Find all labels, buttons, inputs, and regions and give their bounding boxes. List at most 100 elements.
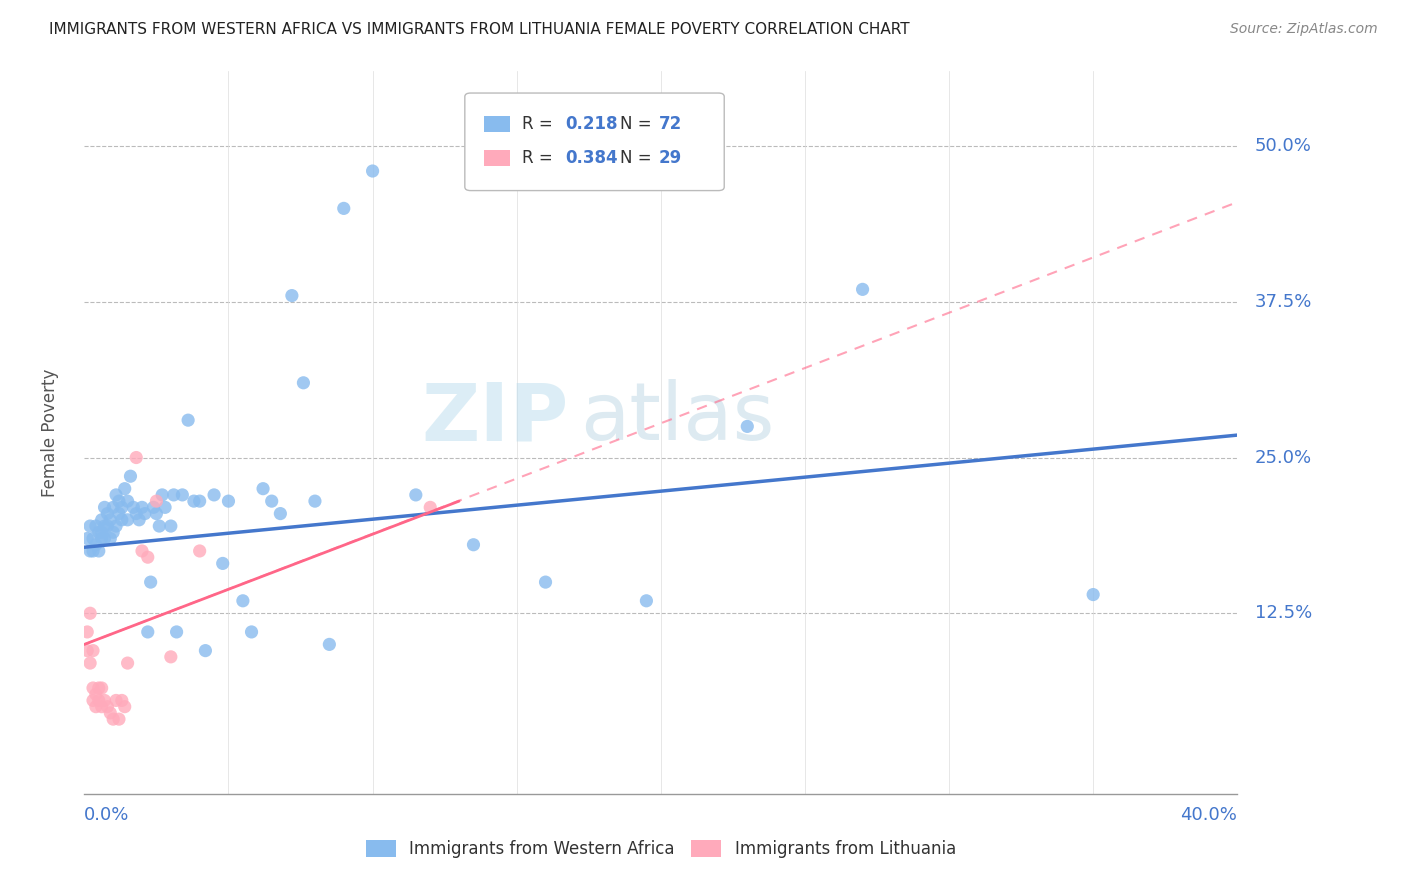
- Point: [318, 637, 340, 651]
- Point: [211, 557, 233, 571]
- Point: [105, 693, 128, 707]
- Point: [96, 699, 118, 714]
- Point: [98, 513, 121, 527]
- Point: [188, 494, 211, 508]
- Point: [177, 413, 200, 427]
- FancyBboxPatch shape: [465, 93, 724, 191]
- Text: Source: ZipAtlas.com: Source: ZipAtlas.com: [1230, 22, 1378, 37]
- Point: [82, 693, 104, 707]
- Text: IMMIGRANTS FROM WESTERN AFRICA VS IMMIGRANTS FROM LITHUANIA FEMALE POVERTY CORRE: IMMIGRANTS FROM WESTERN AFRICA VS IMMIGR…: [49, 22, 910, 37]
- Point: [281, 288, 304, 302]
- Point: [96, 519, 118, 533]
- Text: R =: R =: [523, 115, 558, 133]
- Point: [145, 494, 167, 508]
- Point: [202, 488, 225, 502]
- Point: [134, 507, 156, 521]
- Point: [90, 513, 112, 527]
- Point: [1083, 588, 1105, 602]
- Point: [93, 532, 115, 546]
- Point: [166, 624, 188, 639]
- Point: [90, 681, 112, 695]
- Point: [76, 624, 98, 639]
- Point: [90, 532, 112, 546]
- Point: [93, 693, 115, 707]
- Point: [98, 532, 121, 546]
- Point: [292, 376, 315, 390]
- Text: 0.0%: 0.0%: [84, 806, 129, 824]
- Legend: Immigrants from Western Africa, Immigrants from Lithuania: Immigrants from Western Africa, Immigran…: [366, 839, 956, 858]
- Point: [463, 538, 485, 552]
- Point: [419, 500, 441, 515]
- Point: [188, 544, 211, 558]
- Point: [125, 507, 148, 521]
- Point: [103, 500, 124, 515]
- Point: [90, 525, 112, 540]
- Point: [87, 681, 110, 695]
- Point: [150, 488, 173, 502]
- Point: [105, 488, 128, 502]
- Point: [737, 419, 759, 434]
- Point: [125, 450, 148, 465]
- Point: [103, 712, 124, 726]
- Point: [111, 693, 134, 707]
- Point: [90, 699, 112, 714]
- Point: [87, 693, 110, 707]
- Point: [148, 519, 170, 533]
- Point: [84, 538, 107, 552]
- Point: [105, 519, 128, 533]
- Point: [405, 488, 427, 502]
- Point: [98, 706, 121, 720]
- Point: [84, 519, 107, 533]
- FancyBboxPatch shape: [485, 150, 510, 166]
- Point: [304, 494, 326, 508]
- Point: [172, 488, 194, 502]
- Point: [117, 513, 139, 527]
- Point: [122, 500, 145, 515]
- Point: [194, 643, 217, 657]
- Point: [218, 494, 240, 508]
- Point: [114, 699, 136, 714]
- Text: 37.5%: 37.5%: [1254, 293, 1312, 310]
- Point: [103, 525, 124, 540]
- Point: [136, 550, 159, 565]
- Point: [361, 164, 384, 178]
- Point: [269, 507, 291, 521]
- Point: [333, 202, 356, 216]
- Point: [232, 594, 254, 608]
- Point: [76, 532, 98, 546]
- Point: [252, 482, 274, 496]
- Point: [142, 500, 165, 515]
- Point: [136, 624, 159, 639]
- Point: [117, 656, 139, 670]
- Point: [87, 544, 110, 558]
- Point: [153, 500, 176, 515]
- Text: 25.0%: 25.0%: [1254, 449, 1312, 467]
- Point: [852, 282, 875, 296]
- Point: [82, 532, 104, 546]
- Point: [160, 519, 183, 533]
- Point: [79, 544, 101, 558]
- Point: [93, 500, 115, 515]
- Text: N =: N =: [620, 149, 658, 167]
- Point: [82, 643, 104, 657]
- Point: [260, 494, 283, 508]
- Point: [139, 575, 162, 590]
- Point: [160, 649, 183, 664]
- Text: 12.5%: 12.5%: [1254, 604, 1312, 623]
- Text: N =: N =: [620, 115, 658, 133]
- Text: R =: R =: [523, 149, 558, 167]
- Point: [108, 494, 131, 508]
- Point: [131, 544, 153, 558]
- Point: [117, 494, 139, 508]
- Point: [82, 544, 104, 558]
- Text: ZIP: ZIP: [422, 379, 568, 458]
- Point: [79, 607, 101, 621]
- Point: [79, 656, 101, 670]
- Point: [636, 594, 658, 608]
- Text: 29: 29: [658, 149, 682, 167]
- Point: [240, 624, 263, 639]
- Text: 0.384: 0.384: [565, 149, 617, 167]
- Point: [82, 681, 104, 695]
- Text: atlas: atlas: [581, 379, 775, 458]
- Point: [84, 687, 107, 701]
